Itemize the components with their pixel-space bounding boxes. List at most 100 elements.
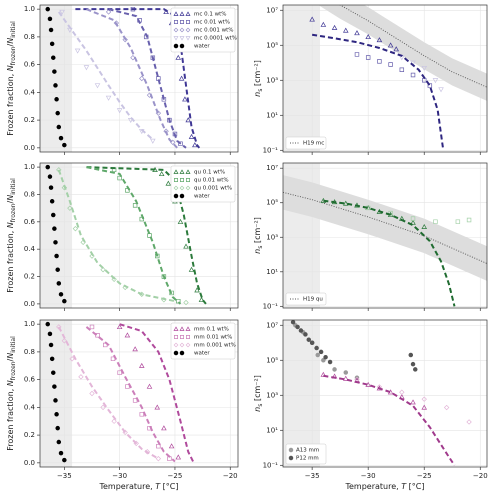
legend-marker: [186, 20, 190, 24]
legend-marker: [179, 43, 185, 49]
band: [318, 5, 487, 101]
data-point: [45, 321, 50, 327]
data-point: [45, 6, 50, 12]
legend-marker: [179, 169, 185, 174]
fit-line: [85, 326, 176, 463]
data-point: [48, 27, 54, 33]
y-tick-label: 10⁻¹: [263, 461, 279, 469]
data-point: [49, 356, 55, 362]
data-point: [89, 390, 95, 397]
legend-marker: [173, 36, 179, 41]
legend: mm 0.1 wt% mm 0.01 wt% mm 0.001 wt% water: [170, 322, 236, 360]
label-part: /: [6, 200, 15, 203]
data-point: [47, 174, 53, 179]
data-point: [51, 55, 56, 60]
legend-box: [170, 322, 236, 360]
data-point: [303, 332, 308, 337]
label-part: Temperature,: [98, 482, 155, 491]
y-axis-label: ns [cm⁻²]: [253, 375, 265, 412]
data-point: [393, 46, 400, 52]
label-part: T: [401, 482, 407, 491]
data-point: [47, 16, 53, 22]
y-tick-label: 0.8: [24, 190, 35, 198]
legend-marker: [179, 326, 185, 331]
legend-label: qu 0.01 wt%: [194, 178, 229, 184]
data-point: [56, 324, 62, 330]
data-point: [155, 253, 160, 259]
data-point: [117, 370, 122, 375]
label-part: frozen: [10, 203, 17, 222]
fit-line: [119, 323, 195, 464]
data-point: [61, 338, 68, 344]
data-point: [410, 72, 416, 78]
axes-frame: [282, 162, 488, 309]
data-point: [354, 52, 360, 57]
legend-box: [285, 292, 327, 306]
legend-box: [170, 165, 236, 203]
legend-marker: [185, 326, 191, 331]
fit-line: [108, 8, 187, 149]
fit-line: [323, 374, 456, 466]
data-point: [105, 9, 112, 15]
data-point: [188, 133, 195, 139]
data-point: [342, 375, 349, 381]
panel: −35 −30 −25 −20 0.0 0.2 0.4 0.6 0.8 1.0 Frozen fra…: [6, 319, 239, 491]
legend-label: qu 0.1 wt%: [194, 170, 225, 176]
data-point: [54, 412, 59, 417]
data-point: [59, 9, 65, 15]
data-point: [365, 34, 371, 40]
data-point: [74, 48, 81, 54]
data-point: [198, 296, 205, 302]
data-point: [55, 110, 60, 116]
y-tick-label: 0.8: [24, 348, 35, 356]
data-point: [48, 342, 54, 348]
data-point: [51, 370, 56, 375]
y-tick-label: 0.4: [24, 403, 36, 411]
label-part: [cm⁻²]: [253, 375, 262, 403]
fit-line: [86, 166, 207, 305]
legend-marker: [186, 178, 190, 182]
legend-marker: [180, 178, 184, 182]
axes-frame: [39, 319, 239, 468]
data-point: [168, 443, 175, 449]
data-point: [138, 362, 145, 368]
data-point: [290, 320, 296, 325]
legend-marker: [186, 335, 190, 339]
y-axis-label: Frozen fraction, Nfrozen/Ninitial: [6, 178, 18, 293]
data-point: [94, 83, 101, 89]
data-point: [47, 331, 53, 337]
legend-label: mc 0.001 wt%: [194, 28, 234, 34]
label-part: n: [253, 407, 262, 412]
fit-line: [86, 8, 178, 149]
data-point: [161, 97, 167, 102]
legend-label: mm 0.01 wt%: [194, 335, 232, 341]
data-point: [100, 404, 106, 411]
data-point: [377, 59, 382, 64]
data-point: [58, 292, 64, 297]
data-point: [410, 219, 416, 225]
panel: 10⁻¹ 10¹ 10³ 10⁵ 10⁷ ns [cm⁻²] H19 mc: [253, 4, 488, 155]
fit-line: [311, 33, 445, 151]
legend-label: water: [194, 194, 210, 200]
data-point: [56, 281, 62, 286]
legend-label: P12 mm: [296, 456, 319, 462]
data-point: [443, 404, 450, 411]
legend-label: H19 qu: [303, 297, 323, 303]
label-part: s: [257, 89, 264, 92]
legend: mc 0.1 wt% mc 0.01 wt% mc 0.001 wt% mc 0.00…: [170, 7, 237, 53]
data-point: [399, 67, 405, 72]
data-point: [421, 396, 427, 402]
data-point: [177, 218, 184, 224]
legend-marker: [179, 185, 185, 191]
data-point: [342, 27, 349, 33]
shaded-region: [40, 5, 73, 152]
data-point: [139, 75, 145, 82]
panel: −35 −30 −25 −20 10⁻¹ 10¹ 10³ 10⁵ 10⁷ ns [cm⁻²] Tem…: [253, 319, 488, 491]
legend-marker: [185, 27, 191, 33]
panel: 0.0 0.2 0.4 0.6 0.8 1.0 Frozen fraction, Nfroz…: [6, 162, 239, 311]
data-point: [78, 374, 84, 380]
legend-marker: [173, 185, 179, 191]
x-tick-label: −20: [223, 472, 238, 480]
data-point: [111, 276, 117, 282]
legend-marker: [179, 342, 185, 348]
